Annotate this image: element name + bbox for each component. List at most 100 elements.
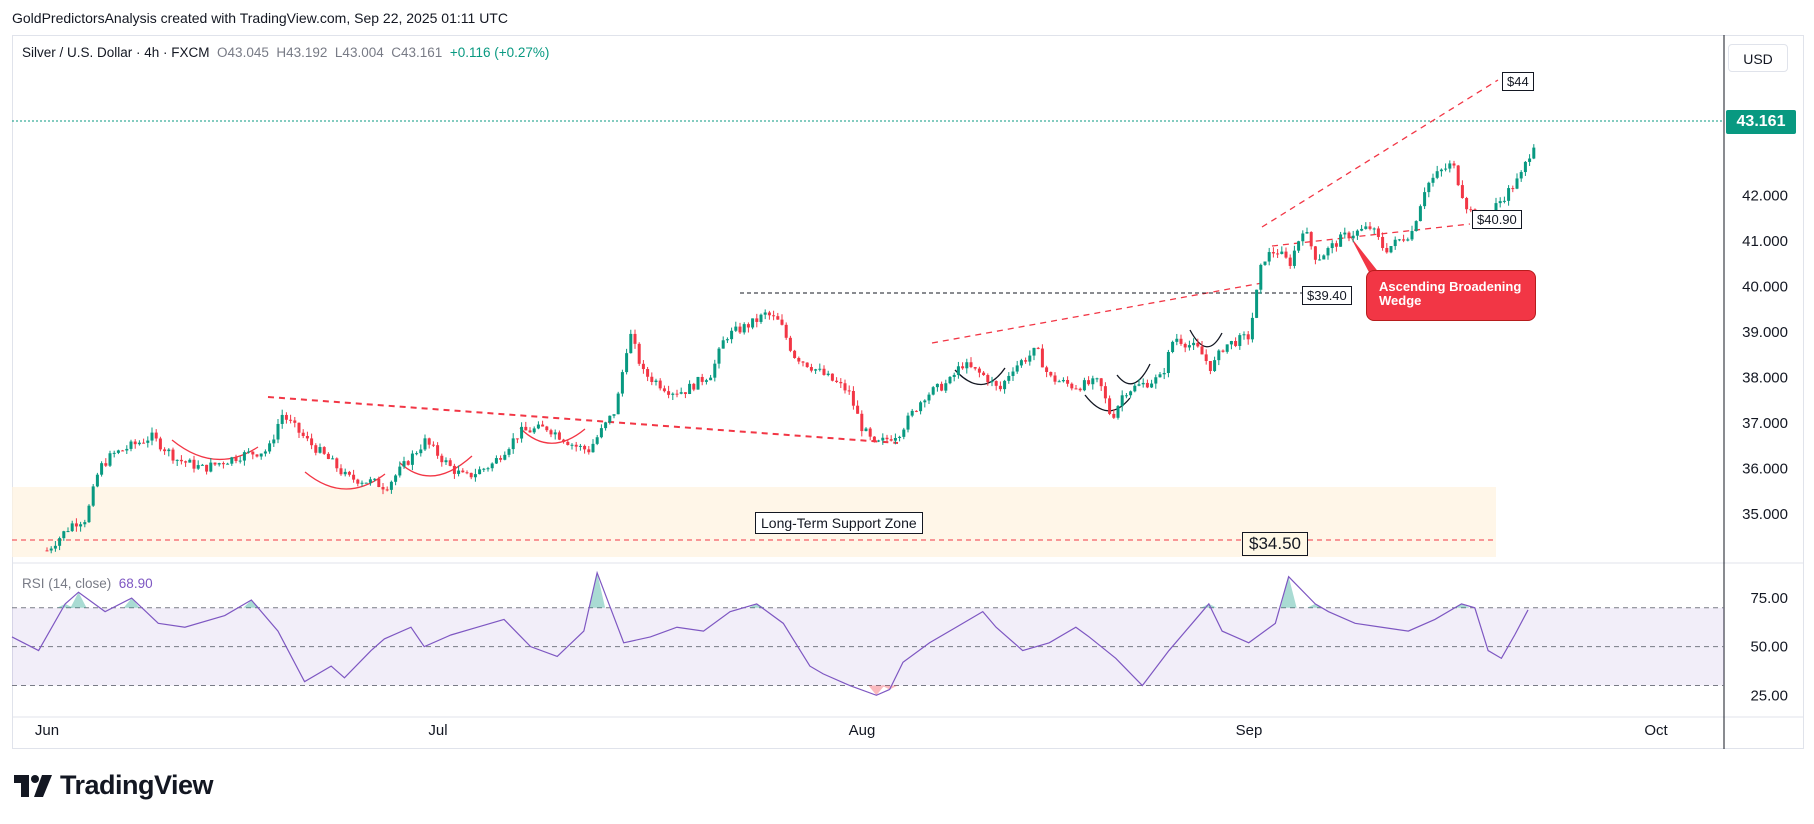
candle-body	[1381, 236, 1385, 248]
candle-body	[1204, 354, 1208, 362]
candle-body	[650, 376, 654, 383]
candle-body	[461, 470, 465, 473]
candle-body	[578, 445, 582, 447]
candle-body	[629, 333, 633, 354]
candle-body	[784, 324, 788, 338]
symbol-legend[interactable]: Silver / U.S. Dollar · 4h · FXCM O43.045…	[22, 45, 549, 60]
candle-body	[620, 372, 624, 394]
candle-body	[385, 489, 389, 491]
breakout-label[interactable]: $39.40	[1302, 286, 1352, 305]
falling-resistance-line	[267, 396, 899, 444]
candle-body	[188, 459, 192, 463]
candle-body	[982, 372, 986, 376]
candle-body	[507, 449, 511, 455]
candle-body	[696, 376, 700, 390]
candle-body	[881, 437, 885, 441]
candle-body	[314, 445, 318, 453]
time-tick-label: Jun	[35, 722, 59, 739]
candle-body	[1082, 380, 1086, 391]
candle-body	[419, 449, 423, 454]
candle-body	[625, 353, 629, 373]
candle-body	[809, 367, 813, 371]
candle-body	[906, 415, 910, 430]
rsi-legend[interactable]: RSI (14, close) 68.90	[22, 576, 153, 591]
candle-body	[272, 439, 276, 444]
candle-body	[1456, 165, 1460, 186]
support-zone-label[interactable]: Long-Term Support Zone	[755, 512, 923, 534]
candle-body	[1334, 243, 1338, 247]
candle-body	[1288, 257, 1292, 266]
candle-body	[45, 550, 49, 552]
candle-body	[675, 393, 679, 395]
candle-body	[205, 464, 209, 472]
candle-body	[851, 390, 855, 406]
candle-body	[683, 392, 687, 395]
candle-body	[1498, 201, 1502, 204]
candle-body	[1397, 239, 1401, 241]
tradingview-logo[interactable]: TradingView	[14, 770, 214, 801]
candle-body	[515, 438, 519, 440]
candle-body	[1452, 163, 1456, 166]
price-tick-label: 35.000	[1742, 506, 1788, 523]
candle-body	[860, 413, 864, 432]
target-label[interactable]: $44	[1502, 72, 1534, 91]
candle-body	[381, 487, 385, 490]
candle-body	[1053, 375, 1057, 382]
candle-body	[725, 339, 729, 341]
candle-body	[713, 363, 717, 378]
candle-body	[927, 394, 931, 401]
candle-body	[427, 438, 431, 445]
candle-body	[234, 457, 238, 462]
pattern-callout[interactable]: Ascending Broadening Wedge	[1366, 270, 1536, 321]
wedge-low-label[interactable]: $40.90	[1472, 210, 1522, 229]
candle-body	[776, 316, 780, 320]
candle-body	[1431, 177, 1435, 183]
candle-body	[230, 457, 234, 464]
rsi-line	[11, 570, 1529, 696]
rsi-tick-label: 75.00	[1750, 590, 1788, 607]
support-level-label[interactable]: $34.50	[1242, 532, 1308, 556]
candle-body	[1061, 379, 1065, 382]
candle-body	[213, 462, 217, 465]
candle-body	[805, 362, 809, 368]
candle-body	[919, 402, 923, 412]
candle-body	[1355, 230, 1359, 236]
candle-body	[654, 380, 658, 383]
candle-body	[767, 312, 771, 316]
candle-body	[847, 390, 851, 392]
callout-pointer	[1350, 236, 1380, 278]
candle-body	[772, 315, 776, 317]
time-tick-label: Jul	[428, 722, 447, 739]
candle-body	[511, 438, 515, 450]
candle-body	[478, 469, 482, 475]
candle-body	[1255, 289, 1259, 318]
candle-body	[200, 464, 204, 466]
last-price-tag: 43.161	[1726, 110, 1796, 134]
candle-body	[612, 414, 616, 416]
candle-body	[1418, 206, 1422, 222]
candle-body	[238, 460, 242, 462]
candle-body	[364, 482, 368, 484]
candle-body	[1150, 383, 1154, 388]
candle-body	[1175, 338, 1179, 342]
candle-body	[969, 362, 973, 368]
candle-body	[121, 450, 125, 452]
candle-body	[1427, 182, 1431, 193]
candle-body	[129, 441, 133, 449]
rsi-overbought-fill	[1280, 576, 1297, 608]
candle-body	[444, 460, 448, 463]
candle-body	[301, 432, 305, 436]
currency-button[interactable]: USD	[1728, 44, 1788, 72]
candle-body	[591, 443, 595, 453]
candle-body	[368, 479, 372, 483]
candle-body	[1246, 334, 1250, 340]
candle-body	[553, 432, 557, 435]
candle-body	[1532, 147, 1536, 159]
candle-body	[1074, 388, 1078, 390]
candle-body	[1351, 235, 1355, 239]
candle-body	[986, 375, 990, 383]
candle-body	[305, 435, 309, 439]
candle-body	[1129, 391, 1133, 396]
candle-body	[1087, 380, 1091, 385]
